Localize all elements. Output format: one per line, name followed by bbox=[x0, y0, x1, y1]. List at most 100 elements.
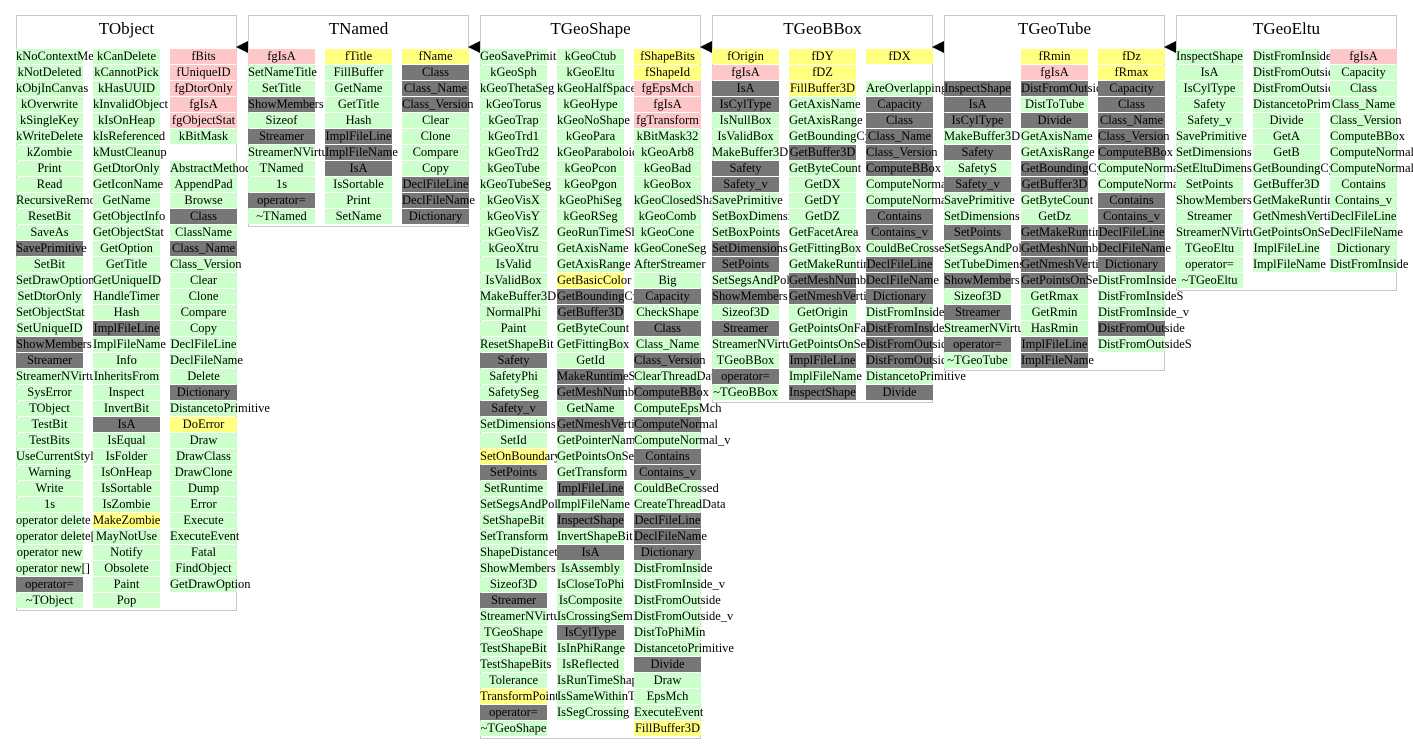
member-cell[interactable]: kMustCleanup bbox=[93, 145, 167, 160]
member-cell[interactable]: 1s bbox=[248, 177, 315, 192]
member-cell[interactable]: CreateThreadData bbox=[634, 497, 726, 512]
member-cell[interactable]: IsCylType bbox=[1176, 81, 1243, 96]
member-cell[interactable]: CouldBeCrossed bbox=[634, 481, 719, 496]
member-cell[interactable]: InheritsFrom bbox=[93, 369, 160, 384]
member-cell[interactable]: kGeoPgon bbox=[557, 177, 624, 192]
member-cell[interactable]: DeclFileLine bbox=[866, 257, 933, 272]
member-cell[interactable]: Class_Name bbox=[634, 337, 701, 352]
member-cell[interactable]: kGeoArb8 bbox=[634, 145, 701, 160]
member-cell[interactable]: Paint bbox=[93, 577, 160, 592]
member-cell[interactable]: IsOnHeap bbox=[93, 465, 160, 480]
member-cell[interactable]: ComputeNormal_v bbox=[1098, 177, 1195, 192]
member-cell[interactable]: SetRuntime bbox=[480, 481, 547, 496]
member-cell[interactable]: GeoRunTimeShape bbox=[557, 225, 656, 240]
member-cell[interactable]: Class_Name bbox=[170, 241, 237, 256]
member-cell[interactable]: GetMeshNumbers bbox=[557, 385, 649, 400]
member-cell[interactable]: SetBit bbox=[16, 257, 83, 272]
member-cell[interactable]: GetFacetArea bbox=[789, 225, 859, 240]
member-cell[interactable]: SafetySeg bbox=[480, 385, 547, 400]
member-cell[interactable]: DistFromInsideS bbox=[1098, 289, 1184, 304]
member-cell[interactable]: GetTitle bbox=[325, 97, 392, 112]
member-cell[interactable]: GetBuffer3D bbox=[789, 145, 856, 160]
member-cell[interactable]: MakeZombie bbox=[93, 513, 161, 528]
data-member-cell[interactable]: fgIsA bbox=[634, 97, 701, 112]
member-cell[interactable]: IsSortable bbox=[325, 177, 392, 192]
member-cell[interactable]: ComputeNormal bbox=[634, 417, 719, 432]
member-cell[interactable]: IsA bbox=[325, 161, 392, 176]
member-cell[interactable]: ComputeBBox bbox=[634, 385, 710, 400]
member-cell[interactable]: GetNmeshVertices bbox=[557, 417, 651, 432]
member-cell[interactable]: GetPointsOnSegments bbox=[1021, 273, 1135, 288]
member-cell[interactable]: Print bbox=[325, 193, 392, 208]
member-cell[interactable]: IsSegCrossing bbox=[557, 705, 630, 720]
member-cell[interactable]: DistFromInside bbox=[866, 305, 945, 320]
member-cell[interactable]: GetDrawOption bbox=[170, 577, 251, 592]
member-cell[interactable]: GetBoundingCylinder bbox=[557, 289, 669, 304]
member-cell[interactable]: GetRmin bbox=[1021, 305, 1088, 320]
member-cell[interactable]: GetOption bbox=[93, 241, 160, 256]
member-cell[interactable]: Divide bbox=[866, 385, 933, 400]
member-cell[interactable]: Draw bbox=[170, 433, 237, 448]
member-cell[interactable]: ImplFileLine bbox=[1021, 337, 1088, 352]
member-cell[interactable]: MakeBuffer3D bbox=[944, 129, 1021, 144]
member-cell[interactable]: InvertShapeBit bbox=[557, 529, 633, 544]
member-cell[interactable]: operator new bbox=[16, 545, 83, 560]
member-cell[interactable]: GetBuffer3D bbox=[557, 305, 624, 320]
member-cell[interactable]: IsValid bbox=[480, 257, 547, 272]
member-cell[interactable]: SetPoints bbox=[1176, 177, 1243, 192]
member-cell[interactable]: Tolerance bbox=[480, 673, 547, 688]
member-cell[interactable]: GetAxisName bbox=[557, 241, 629, 256]
member-cell[interactable]: GetMeshNumbers bbox=[789, 273, 881, 288]
member-cell[interactable]: SavePrimitive bbox=[16, 241, 87, 256]
member-cell[interactable]: GetUniqueID bbox=[93, 273, 162, 288]
member-cell[interactable]: SetDimensions bbox=[712, 241, 788, 256]
member-cell[interactable]: kGeoXtru bbox=[480, 241, 547, 256]
member-cell[interactable]: kGeoClosedShape bbox=[634, 193, 727, 208]
member-cell[interactable]: Class bbox=[402, 65, 469, 80]
member-cell[interactable]: GetPointerName bbox=[557, 433, 642, 448]
member-cell[interactable]: kGeoComb bbox=[634, 209, 701, 224]
class-title[interactable]: TGeoTube bbox=[1017, 19, 1092, 38]
member-cell[interactable]: kGeoHalfSpace bbox=[557, 81, 637, 96]
member-cell[interactable]: ~TObject bbox=[16, 593, 83, 608]
member-cell[interactable]: Safety_v bbox=[480, 401, 547, 416]
member-cell[interactable]: GetTransform bbox=[557, 465, 628, 480]
member-cell[interactable]: IsSortable bbox=[93, 481, 160, 496]
member-cell[interactable]: DistToTube bbox=[1021, 97, 1088, 112]
member-cell[interactable]: GetName bbox=[557, 401, 624, 416]
member-cell[interactable]: TNamed bbox=[248, 161, 315, 176]
member-cell[interactable]: IsZombie bbox=[93, 497, 160, 512]
member-cell[interactable]: DeclFileName bbox=[866, 273, 939, 288]
member-cell[interactable]: kGeoNoShape bbox=[557, 113, 630, 128]
data-member-cell[interactable]: fBits bbox=[170, 49, 237, 64]
member-cell[interactable]: operator= bbox=[944, 337, 1011, 352]
member-cell[interactable]: MakeRuntimeShape bbox=[557, 369, 660, 384]
member-cell[interactable]: SetNameTitle bbox=[248, 65, 317, 80]
member-cell[interactable]: Print bbox=[16, 161, 83, 176]
class-title[interactable]: TGeoEltu bbox=[1252, 19, 1321, 38]
member-cell[interactable]: Class bbox=[866, 113, 933, 128]
member-cell[interactable]: Class_Name bbox=[1098, 113, 1165, 128]
member-cell[interactable]: Streamer bbox=[712, 321, 779, 336]
member-cell[interactable]: AppendPad bbox=[170, 177, 237, 192]
member-cell[interactable]: ~TGeoBBox bbox=[712, 385, 779, 400]
member-cell[interactable]: IsA bbox=[1176, 65, 1243, 80]
member-cell[interactable]: ComputeBBox bbox=[1098, 145, 1174, 160]
member-cell[interactable]: DistFromOutside bbox=[1098, 321, 1185, 336]
class-title[interactable]: TGeoShape bbox=[550, 19, 631, 38]
member-cell[interactable]: fDZ bbox=[789, 65, 856, 80]
member-cell[interactable]: GetA bbox=[1253, 129, 1320, 144]
member-cell[interactable]: DistFromInside_v bbox=[1253, 49, 1344, 64]
member-cell[interactable]: ComputeNormal bbox=[866, 177, 951, 192]
member-cell[interactable]: kOverwrite bbox=[16, 97, 83, 112]
member-cell[interactable]: ComputeEpsMch bbox=[634, 401, 722, 416]
member-cell[interactable]: AreOverlapping bbox=[866, 81, 948, 96]
member-cell[interactable]: DeclFileName bbox=[634, 529, 707, 544]
member-cell[interactable]: GetAxisRange bbox=[1021, 145, 1095, 160]
member-cell[interactable]: GetBoundingCylinder bbox=[1253, 161, 1365, 176]
data-member-cell[interactable]: fgObjectStat bbox=[170, 113, 237, 128]
member-cell[interactable]: GetAxisRange bbox=[557, 257, 631, 272]
member-cell[interactable]: SetId bbox=[480, 433, 547, 448]
member-cell[interactable]: TestBits bbox=[16, 433, 83, 448]
member-cell[interactable]: kGeoVisZ bbox=[480, 225, 547, 240]
